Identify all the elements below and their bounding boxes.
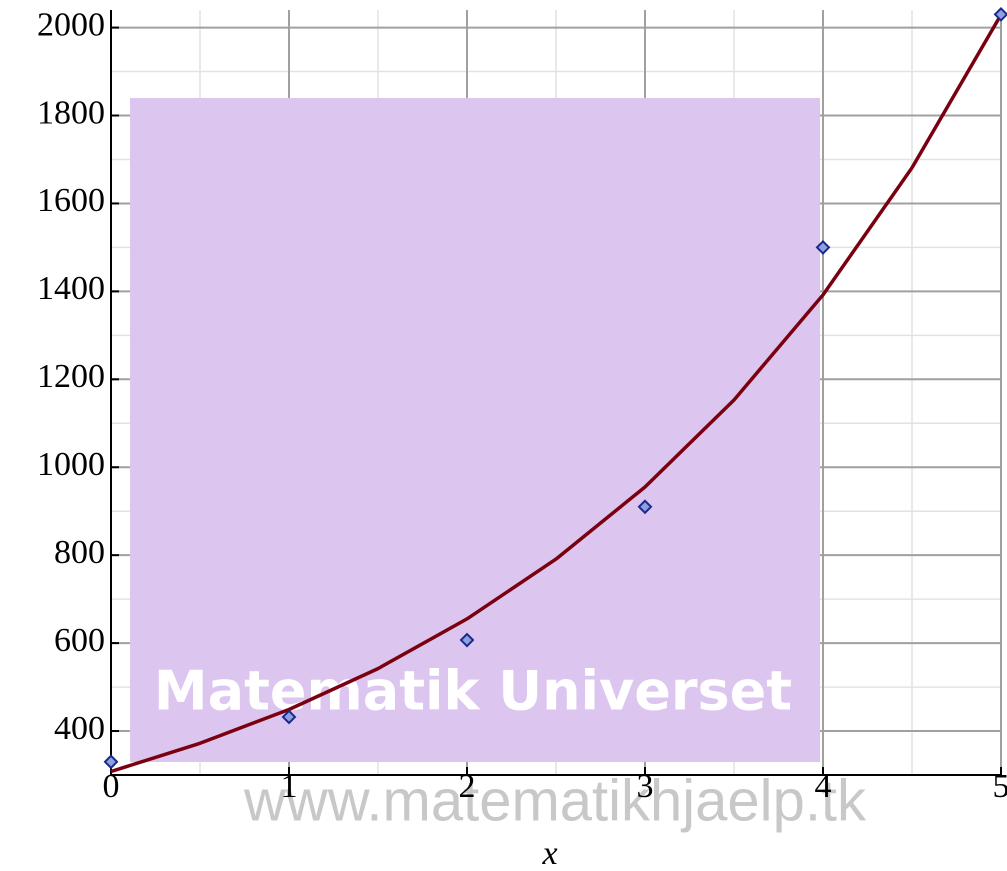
- x-axis-label: x: [541, 835, 557, 871]
- y-tick-label: 1200: [37, 358, 105, 395]
- y-tick-label: 400: [54, 710, 105, 747]
- watermark-title: Matematik Universet: [154, 660, 792, 723]
- y-tick-label: 1400: [37, 270, 105, 307]
- point-marker: [105, 756, 117, 768]
- y-tick-label: 1600: [37, 182, 105, 219]
- x-tick-label: 1: [281, 768, 298, 805]
- chart: Matematik Universet www.matematikhjaelp.…: [0, 0, 1007, 871]
- y-tick-label: 800: [54, 534, 105, 571]
- data-point: [105, 756, 117, 768]
- y-tick-label: 1800: [37, 94, 105, 131]
- y-tick-label: 1000: [37, 446, 105, 483]
- y-tick-label: 2000: [37, 6, 105, 43]
- y-tick-label: 600: [54, 622, 105, 659]
- x-tick-label: 4: [815, 768, 832, 805]
- x-tick-label: 3: [637, 768, 654, 805]
- watermark-url: www.matematikhjaelp.tk: [243, 768, 867, 833]
- x-tick-label: 2: [459, 768, 476, 805]
- x-tick-label: 5: [993, 768, 1007, 805]
